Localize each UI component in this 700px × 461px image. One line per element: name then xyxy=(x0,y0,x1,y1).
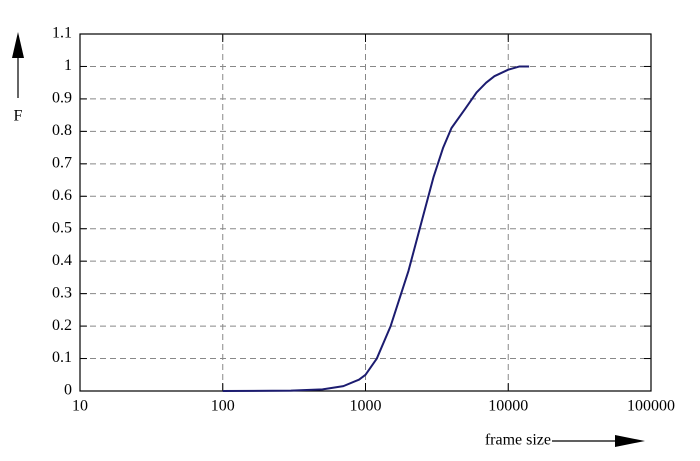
x-tick-label: 1000 xyxy=(350,398,382,415)
x-tick-label: 100 xyxy=(211,398,235,415)
x-tick-label: 100000 xyxy=(627,398,675,415)
y-tick-label: 0.4 xyxy=(52,252,72,269)
y-tick-label: 1 xyxy=(64,57,72,74)
y-arrow-head xyxy=(12,32,24,58)
y-tick-label: 0.2 xyxy=(52,317,72,334)
y-tick-label: 0.5 xyxy=(52,219,72,236)
data-line xyxy=(222,65,530,392)
y-axis-label: F xyxy=(14,108,23,125)
y-tick-label: 0.8 xyxy=(52,122,72,139)
y-tick-label: 0.9 xyxy=(52,90,72,107)
y-tick-label: 0.1 xyxy=(52,349,72,366)
y-tick-label: 0.3 xyxy=(52,284,72,301)
x-tick-label: 10 xyxy=(72,398,88,415)
y-tick-label: 0.6 xyxy=(52,187,72,204)
y-tick-label: 1.1 xyxy=(52,25,72,42)
y-tick-label: 0.7 xyxy=(52,154,72,171)
x-tick-label: 10000 xyxy=(488,398,528,415)
y-tick-label: 0 xyxy=(64,382,72,399)
x-axis-label: frame size xyxy=(485,432,551,449)
x-arrow-head xyxy=(615,435,645,447)
